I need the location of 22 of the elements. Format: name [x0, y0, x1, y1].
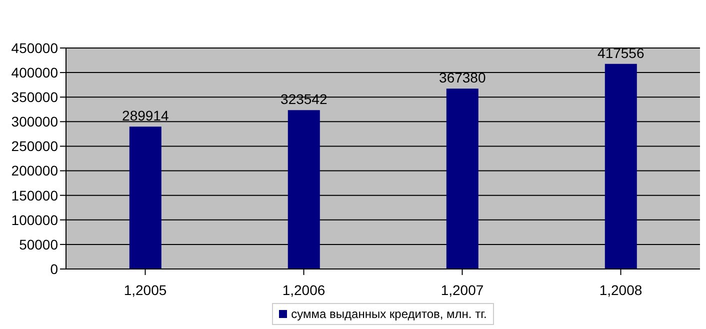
bar	[446, 88, 478, 269]
y-tick-label: 450000	[11, 40, 58, 56]
data-label: 417556	[598, 44, 644, 61]
legend-label: сумма выданных кредитов, млн. тг.	[291, 307, 487, 321]
bar	[288, 110, 320, 269]
x-tick-label: 1,2008	[599, 282, 642, 298]
data-label: 289914	[122, 108, 169, 124]
y-tick-label: 50000	[19, 236, 58, 252]
x-tick-label: 1,2007	[440, 282, 484, 298]
y-tick-label: 150000	[11, 187, 58, 204]
bar	[604, 64, 637, 269]
y-tick-label: 0	[50, 260, 58, 277]
y-tick-label: 400000	[11, 64, 58, 81]
data-label: 367380	[439, 70, 486, 86]
y-tick-label: 100000	[11, 212, 58, 228]
y-tick-label: 350000	[11, 89, 58, 106]
x-tick-label: 1,2006	[282, 282, 326, 298]
x-tick-label: 1,2005	[124, 282, 167, 298]
bar	[129, 126, 162, 269]
y-tick-label: 250000	[11, 138, 58, 154]
y-tick-label: 300000	[11, 114, 58, 130]
y-tick-label: 200000	[11, 162, 58, 179]
